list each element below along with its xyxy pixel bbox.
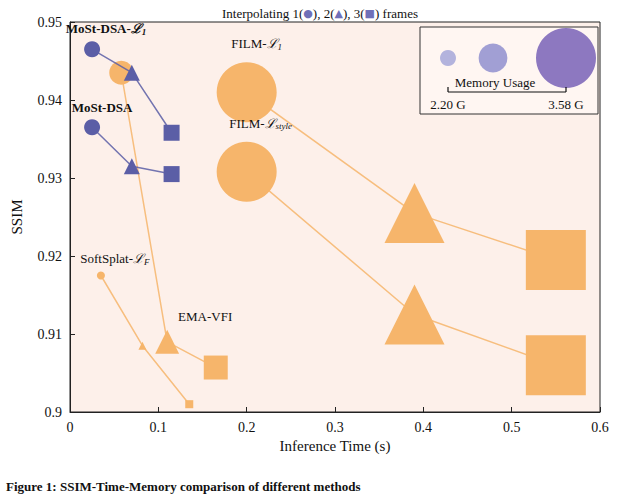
svg-text:), 2(: ), 2(	[313, 6, 335, 21]
svg-text:EMA-VFI: EMA-VFI	[178, 309, 232, 324]
svg-text:3.58 G: 3.58 G	[548, 97, 583, 112]
svg-text:0.9: 0.9	[45, 405, 63, 420]
svg-text:) frames: ) frames	[375, 6, 418, 21]
svg-text:Interpolating 1(: Interpolating 1(	[222, 6, 303, 21]
svg-text:0.4: 0.4	[415, 420, 433, 435]
svg-text:ℒ: ℒ	[264, 115, 276, 131]
svg-text:0: 0	[67, 420, 74, 435]
svg-text:ℒ: ℒ	[130, 21, 142, 37]
svg-text:Inference Time (s): Inference Time (s)	[280, 438, 391, 455]
svg-text:ℒ: ℒ	[266, 36, 278, 52]
svg-text:●: ●	[303, 7, 313, 20]
svg-text:0.92: 0.92	[38, 249, 63, 264]
svg-text:SSIM: SSIM	[9, 199, 25, 234]
svg-text:1: 1	[142, 27, 147, 37]
svg-text:MoSt-DSA-: MoSt-DSA-	[66, 21, 131, 36]
svg-text:), 3(: ), 3(	[343, 6, 365, 21]
svg-text:0.5: 0.5	[503, 420, 521, 435]
svg-text:0.6: 0.6	[591, 420, 609, 435]
svg-text:0.3: 0.3	[326, 420, 344, 435]
svg-text:SoftSplat-: SoftSplat-	[80, 251, 133, 266]
svg-text:0.91: 0.91	[38, 327, 63, 342]
svg-text:■: ■	[365, 7, 375, 20]
svg-text:MoSt-DSA: MoSt-DSA	[72, 100, 133, 115]
svg-text:ℒ: ℒ	[133, 251, 144, 267]
svg-text:Memory Usage: Memory Usage	[455, 75, 536, 90]
svg-text:FILM-: FILM-	[231, 36, 266, 51]
svg-text:F: F	[143, 257, 150, 267]
svg-text:2.20 G: 2.20 G	[430, 97, 465, 112]
svg-text:1: 1	[278, 42, 283, 52]
svg-text:0.1: 0.1	[150, 420, 168, 435]
svg-text:style: style	[276, 121, 293, 131]
svg-text:0.94: 0.94	[38, 93, 63, 108]
svg-text:0.95: 0.95	[38, 15, 63, 30]
svg-text:Figure 1: SSIM-Time-Memory com: Figure 1: SSIM-Time-Memory comparison of…	[6, 479, 361, 494]
svg-text:FILM-: FILM-	[229, 116, 264, 131]
svg-text:0.2: 0.2	[238, 420, 256, 435]
svg-text:0.93: 0.93	[38, 171, 63, 186]
